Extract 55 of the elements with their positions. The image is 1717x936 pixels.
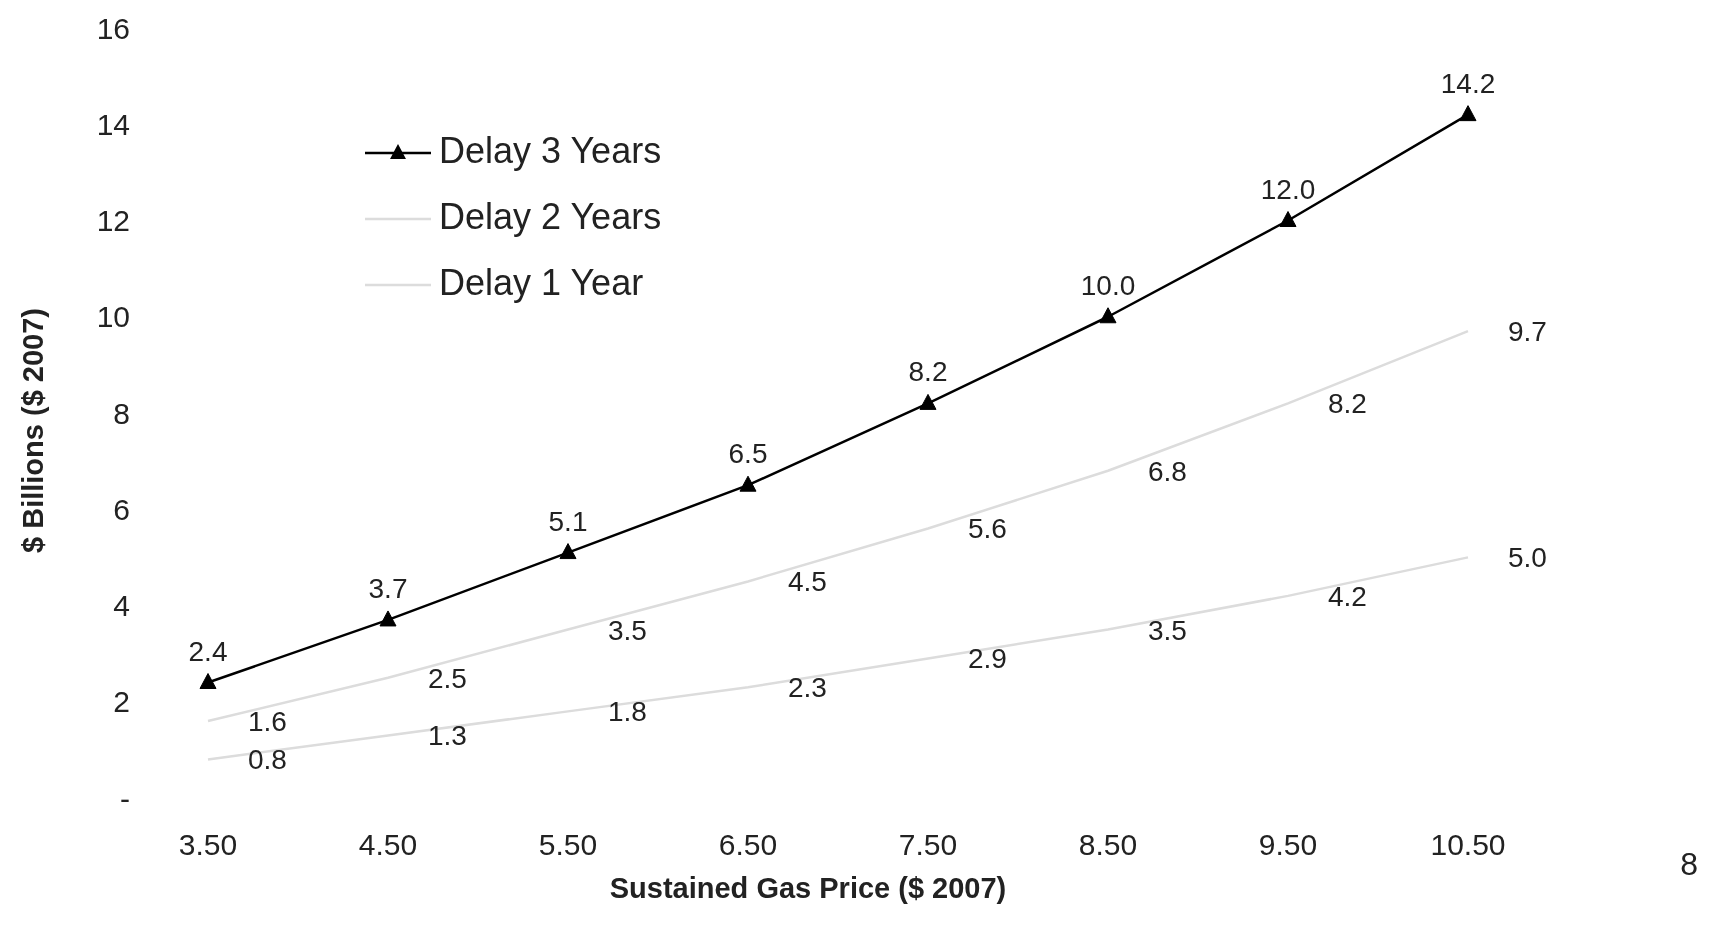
y-tick-label: 10: [96, 300, 130, 334]
y-axis-title: $ Billions ($ 2007): [17, 308, 50, 553]
y-tick-label: 12: [96, 204, 130, 238]
x-tick-label: 6.50: [718, 828, 778, 862]
x-tick-label: 8.50: [1078, 828, 1138, 862]
x-tick-label: 9.50: [1258, 828, 1318, 862]
data-label: 1.3: [428, 720, 467, 752]
legend-label: Delay 1 Year: [438, 261, 645, 305]
data-label: 2.9: [968, 643, 1007, 675]
point: [559, 543, 577, 560]
data-label: 1.6: [248, 705, 287, 737]
data-label: 8.2: [1328, 388, 1367, 420]
point: [739, 475, 757, 492]
y-tick-label: 14: [96, 107, 130, 141]
data-label: 4.5: [788, 566, 827, 598]
x-tick-label: 7.50: [898, 828, 958, 862]
data-label: 2.3: [788, 672, 827, 704]
point: [1279, 211, 1297, 227]
data-label: 4.2: [1328, 580, 1367, 612]
x-tick-label: 5.50: [538, 828, 598, 862]
data-label: 10.0: [1080, 269, 1136, 301]
y-tick-label: 6: [113, 492, 130, 526]
point: [379, 610, 397, 627]
y-tick-label: 8: [113, 396, 130, 430]
y-tick-label: 16: [96, 11, 130, 45]
data-label: 6.5: [728, 438, 768, 470]
y-tick-label: -: [120, 781, 130, 815]
data-label: 12.0: [1260, 173, 1316, 205]
data-label: 3.7: [368, 572, 408, 604]
data-label: 2.5: [428, 662, 467, 694]
point: [919, 393, 937, 410]
legend-label: Delay 3 Years: [438, 129, 662, 173]
data-label: 3.5: [1148, 614, 1187, 646]
x-axis-title: Sustained Gas Price ($ 2007): [609, 872, 1007, 904]
point: [1459, 105, 1477, 122]
point: [1099, 307, 1117, 324]
x-tick-label: 4.50: [358, 828, 418, 862]
data-label: 1.8: [608, 696, 647, 728]
data-label: 3.5: [608, 614, 647, 646]
legend-label: Delay 2 Years: [438, 195, 662, 239]
data-label: 0.8: [248, 744, 287, 776]
data-label: 14.2: [1440, 67, 1496, 99]
data-label: 5.6: [968, 513, 1007, 545]
data-label: 8.2: [908, 356, 948, 388]
point: [199, 673, 217, 689]
data-label: 5.0: [1508, 542, 1547, 574]
data-label: 5.1: [548, 505, 588, 537]
y-tick-label: 4: [113, 589, 130, 623]
y-tick-label: 2: [113, 685, 130, 719]
data-label: 2.4: [188, 635, 228, 667]
data-label: 9.7: [1508, 316, 1547, 348]
text: 8: [1680, 846, 1698, 883]
x-tick-label: 3.50: [178, 828, 238, 862]
x-tick-label: 10.50: [1430, 828, 1506, 862]
data-label: 6.8: [1148, 455, 1187, 487]
